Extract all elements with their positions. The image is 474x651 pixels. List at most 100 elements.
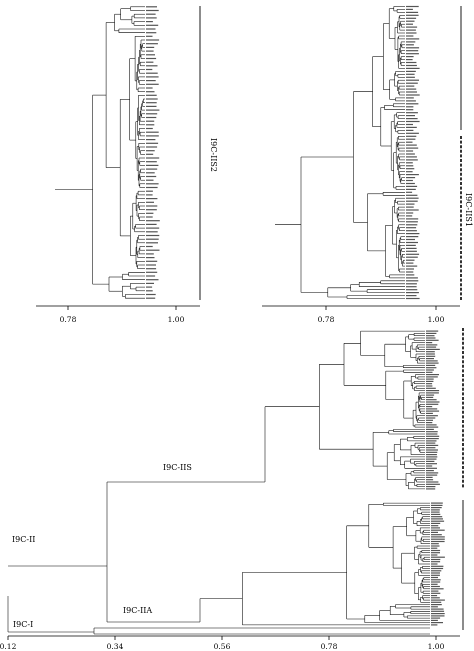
leaf-label-mark <box>406 123 413 126</box>
leaf-label-mark <box>426 385 433 387</box>
leaf-label-mark <box>431 538 445 540</box>
leaf-label-mark <box>406 126 417 128</box>
leaf-label-mark <box>426 364 436 366</box>
leaf-label-mark <box>426 467 437 469</box>
leaf-label-mark <box>406 82 418 84</box>
leaf-label-mark <box>431 579 441 581</box>
leaf-label-mark <box>146 164 159 166</box>
leaf-label-mark <box>431 522 441 524</box>
leaf-label-mark <box>406 153 415 155</box>
leaf-label-mark <box>146 87 153 89</box>
leaf-label-mark <box>146 161 157 163</box>
leaf-label-mark <box>146 17 157 19</box>
leaf-label-mark <box>426 456 438 458</box>
dendrogram-panel-iis2: I9C-IIS2 0.78 1.00 <box>36 6 218 324</box>
leaf-label-mark <box>431 574 440 576</box>
leaf-label-mark <box>426 346 437 348</box>
leaf-label-mark <box>146 275 156 277</box>
leaf-label-mark <box>426 431 438 433</box>
leaf-label-mark <box>406 292 419 294</box>
leaf-label-mark <box>406 115 415 117</box>
leaf-label-mark <box>431 534 442 536</box>
leaf-label-mark <box>431 556 445 558</box>
leaf-label-mark <box>146 220 160 222</box>
leaf-label-mark <box>426 337 436 339</box>
leaf-label-mark <box>406 132 419 134</box>
leaf-label-mark <box>426 476 433 478</box>
tick-label-034: 0.34 <box>107 642 124 651</box>
leaf-label-mark <box>146 76 159 78</box>
leaf-label-mark <box>146 242 158 244</box>
leaf-label-mark <box>146 65 158 67</box>
leaf-label-mark <box>146 28 156 30</box>
leaf-label-mark <box>426 483 440 485</box>
leaf-label-mark <box>426 449 438 451</box>
leaf-label-mark <box>406 141 413 143</box>
clade-label-iis2: I9C-IIS2 <box>209 138 218 172</box>
leaf-label-mark <box>406 135 417 137</box>
leaf-label-mark <box>406 179 413 182</box>
leaf-label-mark <box>406 191 413 193</box>
leaf-label-mark <box>146 223 157 225</box>
leaf-label-mark <box>146 271 158 273</box>
leaf-label-mark <box>406 247 417 249</box>
leaf-label-mark <box>431 507 442 509</box>
leaf-label-mark <box>406 79 419 81</box>
leaf-label-mark <box>426 348 440 350</box>
leaf-label-mark <box>431 588 444 590</box>
tick-label-078: 0.78 <box>318 315 335 324</box>
leaf-label-mark <box>426 330 439 332</box>
leaf-label-mark <box>146 209 157 211</box>
leaf-label-mark <box>406 165 414 167</box>
leaf-label-mark <box>406 230 417 232</box>
tree-branches-iis1 <box>275 5 420 300</box>
leaf-label-mark <box>406 215 413 217</box>
leaf-label-mark <box>426 358 434 360</box>
leaf-label-mark <box>406 209 419 211</box>
leaf-label-mark <box>431 604 442 606</box>
leaf-label-mark <box>406 236 419 238</box>
leaf-label-mark <box>146 234 160 237</box>
leaf-label-mark <box>146 35 153 37</box>
leaf-label-mark <box>426 367 437 369</box>
leaf-label-mark <box>426 353 435 355</box>
leaf-label-mark <box>406 227 417 229</box>
leaf-label-mark <box>406 17 417 19</box>
leaf-label-mark <box>426 344 438 346</box>
leaf-label-mark <box>406 147 419 149</box>
leaf-label-mark <box>406 286 417 288</box>
leaf-label-mark <box>426 369 434 371</box>
leaf-label-mark <box>426 419 433 421</box>
leaf-label-mark <box>146 146 158 148</box>
leaf-label-mark <box>431 615 445 617</box>
leaf-label-mark <box>406 41 416 43</box>
leaf-label-mark <box>426 406 433 408</box>
leaf-label-mark <box>146 286 153 288</box>
leaf-label-mark <box>426 378 434 380</box>
leaf-label-mark <box>146 268 157 270</box>
leaf-label-mark <box>426 410 440 412</box>
leaf-label-mark <box>426 435 440 437</box>
leaf-label-mark <box>431 554 438 556</box>
leaf-label-mark <box>406 277 418 279</box>
leaf-label-mark <box>406 268 414 270</box>
leaf-label-mark <box>146 13 156 15</box>
leaf-label-mark <box>406 56 414 58</box>
leaf-label-mark <box>426 415 438 417</box>
leaf-label-mark <box>406 274 415 276</box>
leaf-label-mark <box>406 97 414 99</box>
leaf-label-mark <box>426 433 438 435</box>
leaf-label-mark <box>426 460 435 462</box>
leaf-label-mark <box>431 511 440 513</box>
leaf-label-mark <box>431 565 444 567</box>
leaf-label-mark <box>431 558 441 561</box>
leaf-label-mark <box>431 572 440 574</box>
leaf-label-mark <box>406 259 415 261</box>
leaf-label-mark <box>426 387 436 389</box>
leaf-label-mark <box>406 206 414 208</box>
leaf-label-mark <box>406 265 418 267</box>
dendrogram-panel-full: I9C-IIS I9C-II I9C-IIA I9C-I 0.12 0.34 0… <box>0 328 464 651</box>
leaf-label-mark <box>146 253 154 255</box>
leaf-label-mark <box>406 250 417 252</box>
